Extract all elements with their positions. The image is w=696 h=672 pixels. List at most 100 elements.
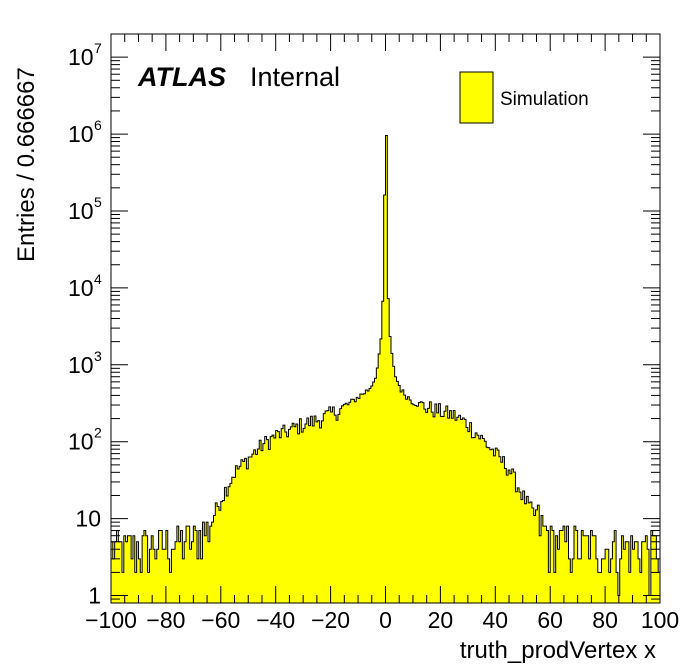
histogram-bar	[619, 558, 622, 603]
histogram-bar	[198, 530, 201, 603]
histogram-bar	[173, 549, 176, 603]
histogram-bar	[471, 437, 474, 603]
histogram-bar	[603, 558, 606, 603]
histogram-bar	[273, 438, 276, 603]
histogram-bar	[456, 417, 459, 603]
histogram-bar	[303, 428, 306, 603]
histogram-bar	[544, 526, 547, 603]
histogram-bar	[215, 502, 218, 603]
histogram-bar	[440, 416, 443, 603]
histogram-bar	[347, 404, 350, 603]
histogram-bar	[423, 409, 427, 603]
histogram-bar	[167, 558, 170, 603]
histogram-bar	[131, 558, 134, 603]
histogram-bar	[599, 572, 602, 603]
histogram-bar	[632, 549, 635, 603]
y-tick-exponent: 6	[94, 117, 102, 133]
histogram-bar	[396, 381, 399, 603]
histogram-bar	[557, 549, 560, 603]
histogram-bar	[142, 535, 145, 603]
histogram-bar	[553, 572, 556, 603]
histogram-bar	[202, 522, 205, 603]
histogram-bar	[573, 526, 577, 603]
histogram-bar	[515, 491, 518, 603]
histogram-bar	[158, 530, 161, 603]
y-tick-exponent: 4	[94, 271, 102, 287]
histogram-bar	[621, 535, 624, 603]
x-tick-label: −80	[146, 607, 185, 633]
y-tick-label: 1	[88, 583, 101, 609]
histogram-bar	[138, 558, 141, 603]
histogram-bar	[405, 399, 408, 603]
histogram-bar	[630, 535, 633, 603]
histogram-bar	[614, 530, 617, 603]
histogram-bar	[414, 405, 417, 603]
histogram-bar	[171, 549, 174, 603]
histogram-bar	[272, 435, 275, 603]
histogram-bar	[475, 432, 478, 603]
x-tick-label: −100	[85, 607, 137, 633]
histogram-bar	[284, 431, 287, 603]
histogram-bar	[337, 414, 341, 603]
atlas-label: ATLAS	[137, 62, 226, 92]
y-axis-title: Entries / 0.666667	[13, 67, 40, 262]
histogram-bar	[473, 437, 476, 603]
x-tick-label: 40	[483, 607, 509, 633]
histogram-bar	[498, 456, 502, 603]
histogram-bar	[339, 408, 342, 603]
histogram-bar	[145, 535, 148, 603]
histogram-bar	[639, 572, 642, 603]
histogram-bar	[182, 558, 185, 603]
histogram-bar	[301, 432, 304, 603]
histogram-bar	[511, 469, 514, 603]
histogram-bar	[416, 406, 419, 603]
histogram-bar	[356, 397, 359, 603]
histogram-bar	[466, 427, 469, 603]
histogram-bar	[526, 496, 529, 603]
histogram-bar	[372, 382, 375, 603]
histogram-bar	[178, 541, 181, 603]
histogram-bar	[112, 558, 115, 603]
histogram-bar	[381, 301, 384, 603]
histogram-bar	[400, 391, 403, 603]
histogram-bar	[209, 526, 212, 603]
histogram-bar	[240, 459, 244, 603]
histogram-bar	[555, 535, 558, 603]
histogram-bar	[292, 423, 295, 603]
histogram-bar	[308, 425, 311, 603]
histogram-bar	[147, 572, 150, 603]
histogram-bar	[575, 530, 578, 603]
y-tick-label: 10	[68, 429, 94, 455]
histogram-bar	[564, 541, 567, 603]
histogram-bar	[566, 526, 569, 603]
histogram-bar	[478, 438, 481, 603]
histogram-bar	[537, 505, 540, 603]
histogram-bar	[586, 535, 589, 603]
histogram-bar	[160, 530, 163, 603]
histogram-bar	[513, 472, 516, 603]
histogram-bar	[577, 558, 580, 603]
legend: Simulation	[459, 71, 589, 124]
histogram-bar	[235, 465, 238, 603]
y-tick-label: 10	[75, 506, 101, 532]
histogram-bar	[251, 454, 255, 603]
histogram-bar	[262, 443, 266, 603]
y-tick-label: 10	[68, 198, 94, 224]
histogram-bar	[257, 449, 260, 603]
histogram-bar	[380, 338, 383, 603]
histogram-bar	[563, 526, 566, 603]
histogram-outline	[111, 134, 660, 597]
histogram-bar	[407, 396, 410, 603]
histogram-bar	[606, 549, 610, 603]
histogram-bar	[136, 541, 139, 603]
histogram-bar	[654, 535, 657, 603]
histogram-bar	[321, 420, 324, 603]
histogram-bar	[548, 572, 551, 603]
histogram-bar	[418, 402, 421, 603]
y-tick-exponent: 7	[94, 40, 102, 56]
y-tick-exponent: 3	[94, 348, 102, 364]
histogram-bar	[290, 426, 293, 603]
y-tick-label: 10	[68, 352, 94, 378]
histogram-bar	[650, 530, 653, 603]
